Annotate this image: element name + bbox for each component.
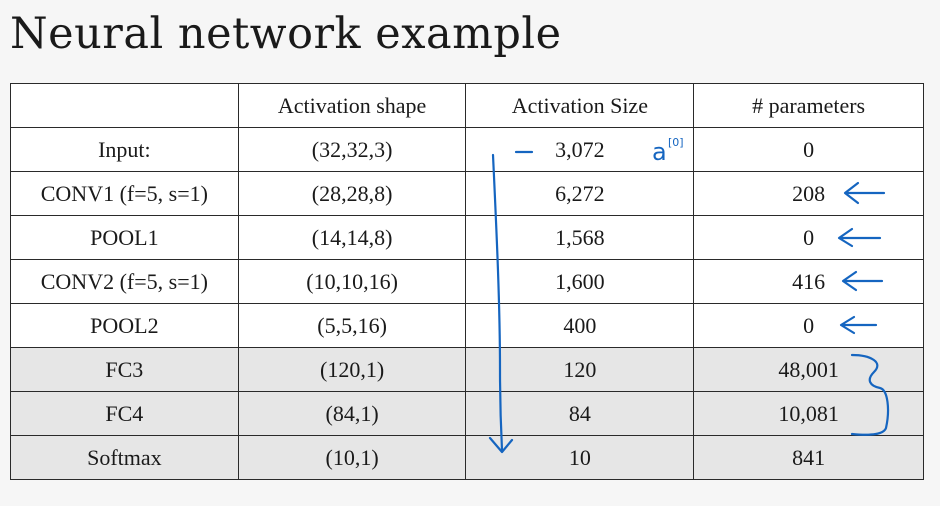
- params-cell: 0: [693, 127, 924, 172]
- table-row: CONV2 (f=5, s=1) (10,10,16) 1,600 416: [10, 259, 924, 304]
- shape-cell: (10,10,16): [237, 259, 467, 304]
- params-cell: 208: [693, 171, 924, 216]
- size-cell: 10: [465, 435, 695, 480]
- params-cell: 416: [693, 259, 924, 304]
- layer-cell: POOL1: [10, 215, 239, 260]
- layer-cell: FC3: [10, 347, 239, 392]
- shape-cell: (32,32,3): [237, 127, 467, 172]
- header-activation-size: Activation Size: [465, 83, 695, 128]
- size-cell: 3,072: [465, 127, 695, 172]
- table-header-row: Activation shape Activation Size # param…: [10, 83, 924, 128]
- shape-cell: (28,28,8): [237, 171, 467, 216]
- params-cell: 48,001: [693, 347, 924, 392]
- size-cell: 6,272: [465, 171, 695, 216]
- network-table-container: Activation shape Activation Size # param…: [10, 83, 924, 480]
- size-cell: 1,568: [465, 215, 695, 260]
- shape-cell: (10,1): [237, 435, 467, 480]
- layer-cell: Input:: [10, 127, 239, 172]
- shape-cell: (120,1): [237, 347, 467, 392]
- header-activation-shape: Activation shape: [237, 83, 467, 128]
- params-cell: 841: [693, 435, 924, 480]
- layer-cell: CONV2 (f=5, s=1): [10, 259, 239, 304]
- table-row: POOL1 (14,14,8) 1,568 0: [10, 215, 924, 260]
- shape-cell: (5,5,16): [237, 303, 467, 348]
- table-row: FC4 (84,1) 84 10,081: [10, 391, 924, 436]
- table-row: CONV1 (f=5, s=1) (28,28,8) 6,272 208: [10, 171, 924, 216]
- header-layer: [10, 83, 239, 128]
- layer-cell: CONV1 (f=5, s=1): [10, 171, 239, 216]
- layer-cell: POOL2: [10, 303, 239, 348]
- network-table: Activation shape Activation Size # param…: [10, 83, 924, 480]
- shape-cell: (84,1): [237, 391, 467, 436]
- table-row: Input: (32,32,3) 3,072 0: [10, 127, 924, 172]
- size-cell: 120: [465, 347, 695, 392]
- params-cell: 10,081: [693, 391, 924, 436]
- params-cell: 0: [693, 303, 924, 348]
- table-row: Softmax (10,1) 10 841: [10, 435, 924, 480]
- size-cell: 84: [465, 391, 695, 436]
- size-cell: 1,600: [465, 259, 695, 304]
- layer-cell: FC4: [10, 391, 239, 436]
- shape-cell: (14,14,8): [237, 215, 467, 260]
- table-row: POOL2 (5,5,16) 400 0: [10, 303, 924, 348]
- slide-title: Neural network example: [10, 9, 562, 59]
- params-cell: 0: [693, 215, 924, 260]
- table-row: FC3 (120,1) 120 48,001: [10, 347, 924, 392]
- header-parameters: # parameters: [693, 83, 924, 128]
- layer-cell: Softmax: [10, 435, 239, 480]
- size-cell: 400: [465, 303, 695, 348]
